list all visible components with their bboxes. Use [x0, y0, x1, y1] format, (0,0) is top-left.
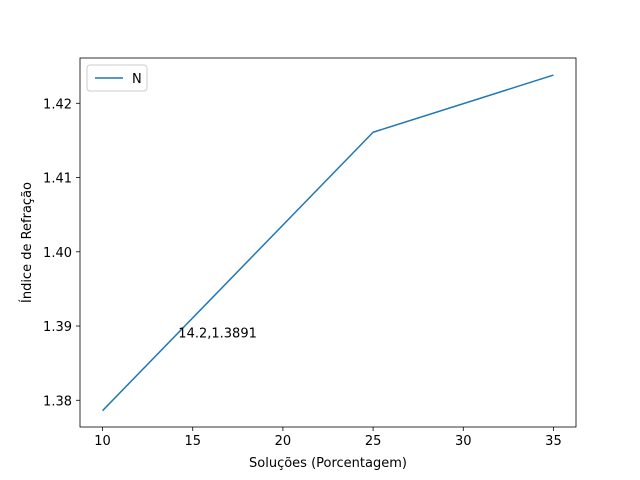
y-tick-label: 1.39 [43, 320, 72, 335]
legend: N [86, 64, 148, 92]
x-tick-label: 35 [545, 434, 562, 449]
x-tick-label: 25 [365, 434, 382, 449]
y-tick-label: 1.41 [43, 172, 72, 187]
x-tick-label: 10 [94, 434, 111, 449]
axes-frame [79, 57, 577, 428]
legend-entry: N [132, 72, 142, 87]
x-axis: 10 15 20 25 30 35 [94, 427, 562, 449]
y-axis-label: Índice de Refração [19, 182, 35, 303]
x-axis-label: Soluções (Porcentagem) [249, 456, 407, 471]
y-tick-label: 1.42 [43, 97, 72, 112]
x-tick-label: 20 [275, 434, 292, 449]
x-tick-label: 15 [184, 434, 201, 449]
y-axis: 1.38 1.39 1.40 1.41 1.42 [43, 97, 80, 409]
y-tick-label: 1.38 [43, 394, 72, 409]
plot-area [102, 74, 554, 412]
annotation-label: 14.2,1.3891 [178, 327, 257, 342]
x-tick-label: 30 [455, 434, 472, 449]
annotations: 14.2,1.3891 [178, 327, 257, 342]
y-tick-label: 1.40 [43, 246, 72, 261]
